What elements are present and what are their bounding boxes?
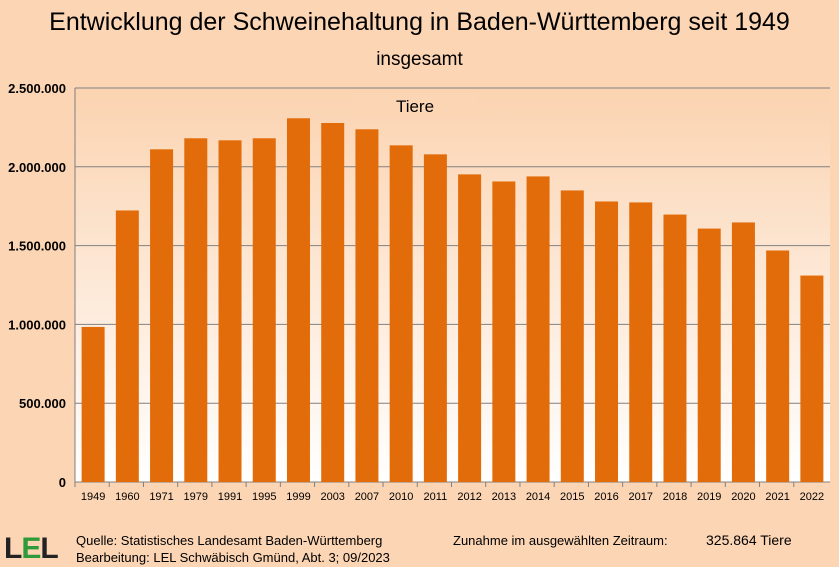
bar-2011: [423, 154, 447, 482]
bar-2003: [321, 122, 345, 483]
bar-1979: [184, 138, 208, 482]
source-text: Quelle: Statistisches Landesamt Baden-Wü…: [76, 533, 383, 548]
x-tick-label: 2003: [320, 491, 344, 503]
y-tick-label: 500.000: [19, 396, 66, 411]
x-tick-label: 2016: [594, 491, 618, 503]
bar-1960: [115, 210, 139, 482]
x-tick-label: 2010: [389, 491, 413, 503]
x-tick-label: 1949: [81, 491, 105, 503]
x-tick-label: 2007: [355, 491, 379, 503]
x-tick-label: 1960: [115, 491, 139, 503]
x-tick-label: 1971: [149, 491, 173, 503]
x-tick-label: 2017: [629, 491, 653, 503]
editor-text: Bearbeitung: LEL Schwäbisch Gmünd, Abt. …: [76, 550, 390, 565]
x-tick-label: 2014: [526, 491, 550, 503]
x-tick-label: 2013: [492, 491, 516, 503]
bar-2012: [458, 174, 482, 482]
y-tick-label: 2.000.000: [8, 160, 66, 175]
bar-2020: [731, 222, 755, 482]
bar-2010: [389, 145, 413, 482]
x-tick-label: 1991: [218, 491, 242, 503]
bar-2019: [697, 228, 721, 482]
y-tick-label: 1.000.000: [8, 317, 66, 332]
bar-1999: [286, 118, 310, 482]
bar-1949: [81, 326, 105, 482]
x-tick-label: 2022: [800, 491, 824, 503]
y-tick-label: 0: [59, 475, 66, 490]
change-value: 325.864 Tiere: [706, 532, 792, 548]
x-tick-label: 2021: [765, 491, 789, 503]
chart-subtitle: insgesamt: [376, 49, 463, 70]
x-tick-label: 1999: [286, 491, 310, 503]
series-label: Tiere: [396, 97, 434, 116]
change-unit: Tiere: [760, 532, 792, 548]
bar-1971: [150, 149, 174, 482]
x-tick-label: 1995: [252, 491, 276, 503]
change-number: 325.864: [706, 532, 757, 548]
x-tick-label: 2015: [560, 491, 584, 503]
bar-2015: [560, 190, 584, 482]
x-tick-label: 1979: [184, 491, 208, 503]
y-tick-label: 1.500.000: [8, 239, 66, 254]
series-label-box: [352, 93, 477, 117]
x-tick-label: 2011: [424, 491, 448, 503]
x-tick-label: 2018: [663, 491, 687, 503]
chart-title: Entwicklung der Schweinehaltung in Baden…: [49, 8, 790, 36]
x-tick-label: 2020: [731, 491, 755, 503]
change-label: Zunahme im ausgewählten Zeitraum:: [453, 533, 668, 548]
bar-2017: [629, 202, 653, 482]
lel-logo: LEL: [4, 532, 59, 565]
bar-2016: [595, 201, 619, 483]
bar-2013: [492, 181, 516, 483]
bar-2018: [663, 214, 687, 482]
y-tick-label: 2.500.000: [8, 81, 66, 96]
x-tick-label: 2012: [457, 491, 481, 503]
bar-2007: [355, 129, 379, 482]
bar-1991: [218, 140, 242, 483]
bar-2022: [800, 275, 824, 482]
bar-2021: [766, 250, 790, 482]
x-tick-label: 2019: [697, 491, 721, 503]
bar-2014: [526, 176, 550, 482]
bar-1995: [252, 138, 276, 482]
